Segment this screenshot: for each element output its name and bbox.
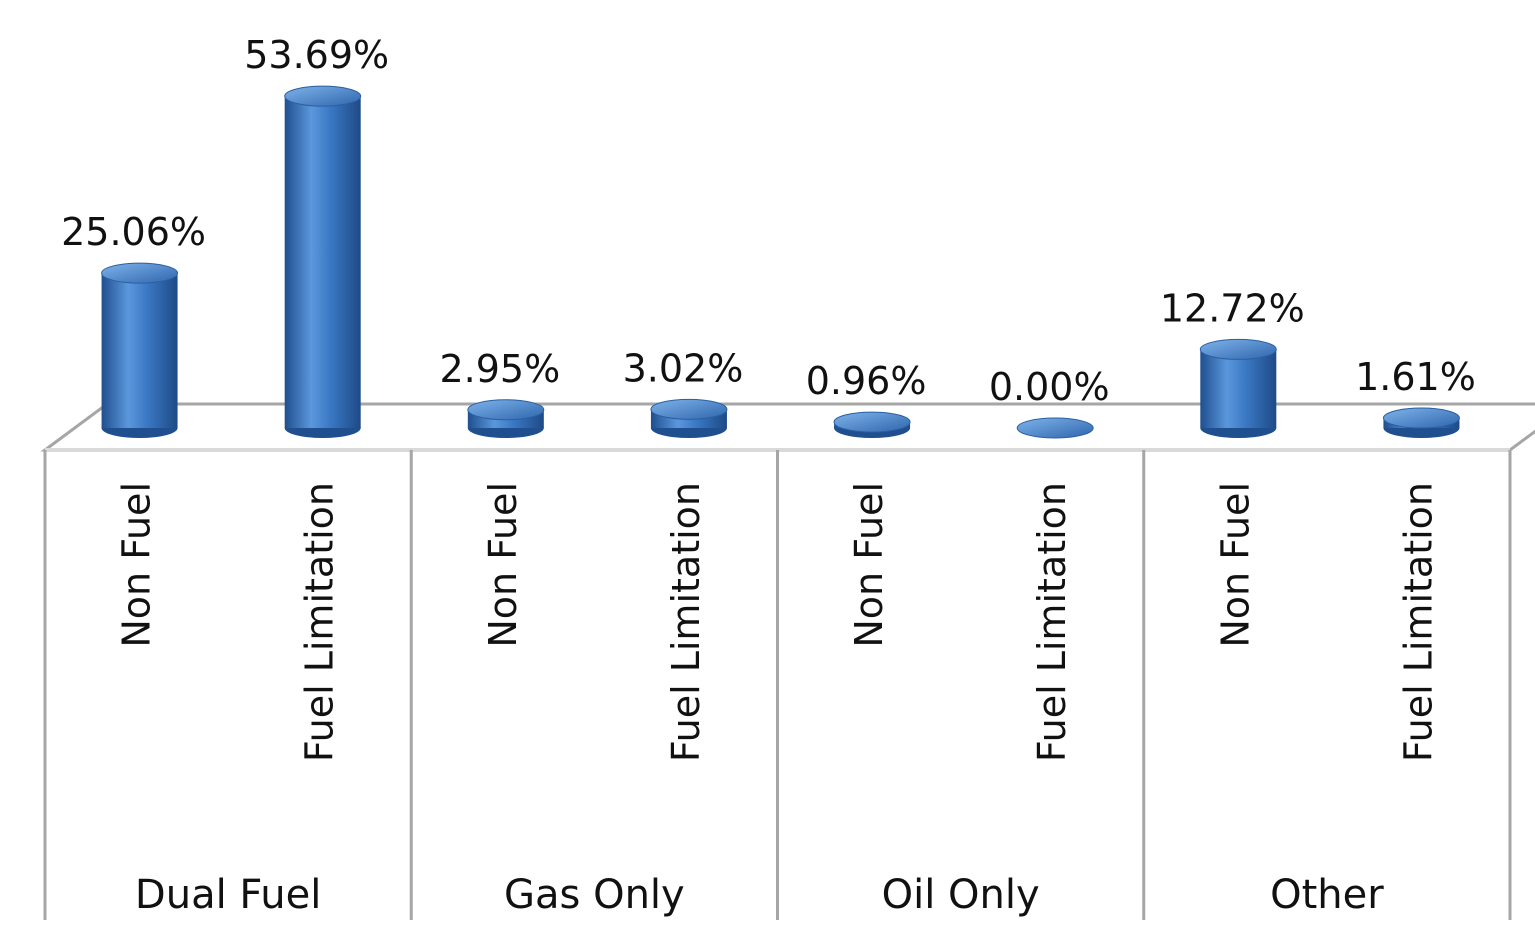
bar: [1016, 417, 1094, 439]
category-axis: Dual Fuel Gas Only Oil Only Other Non Fuel Fu…: [43, 450, 1512, 920]
data-label: 0.96%: [806, 359, 927, 403]
group-label: Other: [1270, 872, 1384, 918]
chart-floor: [40, 402, 1535, 452]
group-label: Dual Fuel: [135, 872, 321, 918]
bar-top: [1199, 338, 1277, 360]
tick-label: Fuel Limitation: [664, 482, 708, 762]
bar-top: [1382, 407, 1460, 429]
bar: [467, 399, 545, 438]
bar-top: [467, 399, 545, 421]
tick-label: Non Fuel: [115, 482, 159, 648]
bar-top: [1016, 417, 1094, 439]
data-label: 25.06%: [61, 210, 206, 254]
data-label: 0.00%: [989, 365, 1110, 409]
tick-label: Non Fuel: [1213, 482, 1257, 648]
group-label: Oil Only: [882, 872, 1040, 918]
group-label: Gas Only: [504, 872, 685, 918]
bar-body: [101, 273, 178, 428]
bar-top: [833, 411, 911, 433]
bar: [101, 262, 179, 438]
bar-top: [284, 85, 362, 107]
data-label: 12.72%: [1160, 286, 1305, 330]
data-label: 2.95%: [439, 347, 560, 391]
bar-body: [1200, 349, 1277, 428]
bars-layer: [101, 85, 1460, 439]
tick-label: Non Fuel: [847, 482, 891, 648]
data-label: 1.61%: [1355, 355, 1476, 399]
bar: [1382, 407, 1460, 438]
data-label: 53.69%: [244, 33, 389, 77]
bar: [650, 398, 728, 438]
tick-label: Fuel Limitation: [1396, 482, 1440, 762]
tick-label: Fuel Limitation: [1030, 482, 1074, 762]
bar: [833, 411, 911, 438]
floor-plane: [40, 402, 1535, 452]
data-label: 3.02%: [623, 346, 744, 390]
bar-top: [650, 398, 728, 420]
bar-top: [101, 262, 179, 284]
bar: [1199, 338, 1277, 438]
bar-body: [284, 96, 361, 428]
tick-label: Non Fuel: [481, 482, 525, 648]
bar: [284, 85, 362, 438]
tick-label: Fuel Limitation: [298, 482, 342, 762]
data-labels-layer: 25.06% 53.69% 2.95% 3.02% 0.96% 0.00% 12.72% 1.…: [61, 33, 1476, 409]
